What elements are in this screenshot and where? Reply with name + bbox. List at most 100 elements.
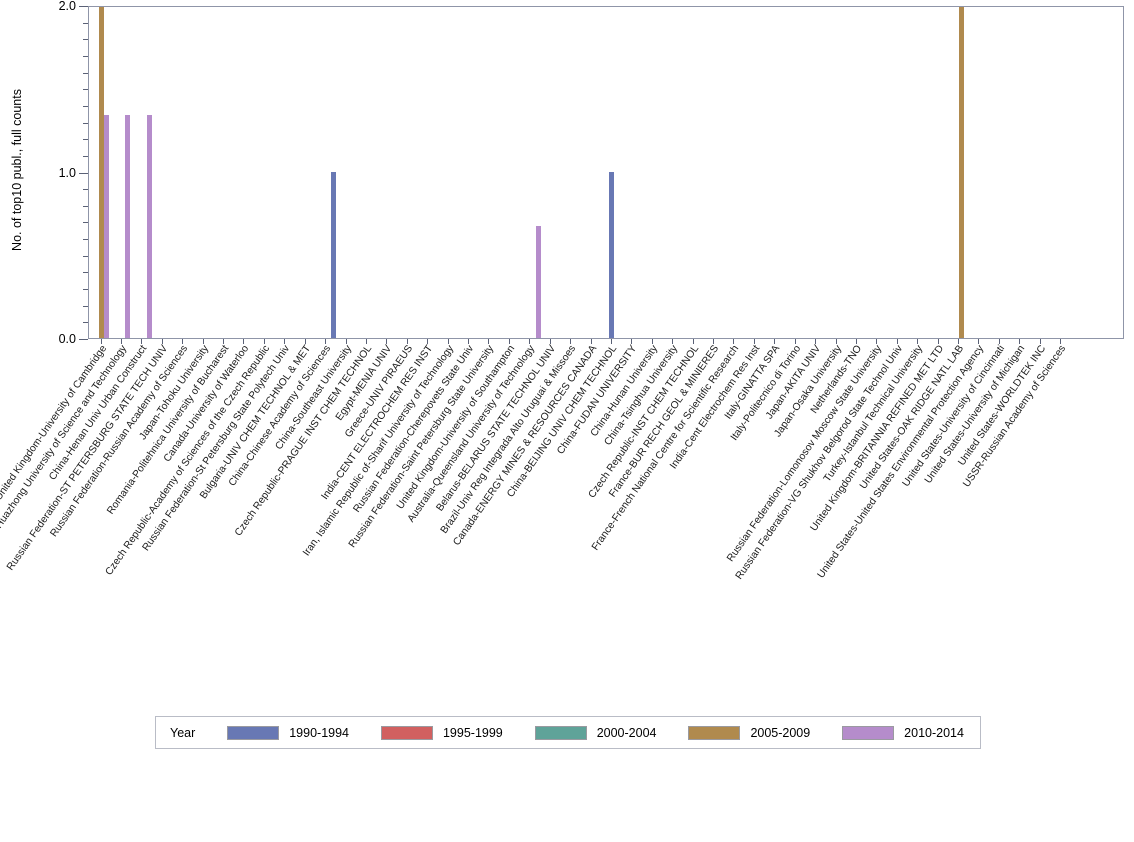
x-tick — [366, 339, 367, 344]
x-tick — [958, 339, 959, 344]
x-tick — [386, 339, 387, 344]
bar — [609, 171, 614, 338]
x-tick — [999, 339, 1000, 344]
x-tick — [591, 339, 592, 344]
legend-items: 1990-1994 1995-1999 2000-2004 2005-2009 2010… — [211, 725, 980, 740]
x-tick — [938, 339, 939, 344]
y-tick-minor — [83, 105, 88, 107]
x-tick — [570, 339, 571, 344]
y-tick-major — [79, 6, 88, 7]
y-tick-minor — [83, 155, 88, 157]
y-tick-label: 1.0 — [58, 165, 76, 180]
x-tick — [733, 339, 734, 344]
x-tick — [488, 339, 489, 344]
legend-swatch — [227, 725, 280, 740]
y-tick-minor — [83, 89, 88, 91]
x-tick — [815, 339, 816, 344]
x-tick — [917, 339, 918, 344]
x-tick — [427, 339, 428, 344]
x-tick — [162, 339, 163, 344]
legend-swatch — [534, 725, 587, 740]
x-tick — [713, 339, 714, 344]
x-tick — [978, 339, 979, 344]
legend-label: 2000-2004 — [596, 725, 657, 740]
y-tick-label: 0.0 — [58, 332, 76, 346]
bar — [125, 114, 130, 338]
y-tick-minor — [83, 122, 88, 124]
legend-swatch — [380, 725, 433, 740]
y-tick-minor — [83, 189, 88, 191]
x-tick — [897, 339, 898, 344]
y-tick-major — [79, 339, 88, 340]
x-tick — [856, 339, 857, 344]
x-tick — [795, 339, 796, 344]
x-tick — [550, 339, 551, 344]
x-tick — [101, 339, 102, 344]
plot-bars-container — [89, 7, 1123, 338]
y-tick-minor — [83, 322, 88, 324]
x-axis-labels: United Kingdom-University of Cambridge Ch… — [0, 343, 1134, 704]
y-tick-minor — [83, 55, 88, 57]
bar — [104, 114, 109, 338]
x-tick — [1019, 339, 1020, 344]
y-tick-minor — [83, 222, 88, 224]
y-tick-minor — [83, 139, 88, 141]
y-tick-minor — [83, 239, 88, 241]
y-tick-minor — [83, 22, 88, 24]
legend-label: 1995-1999 — [442, 725, 503, 740]
x-tick — [121, 339, 122, 344]
chart-root: No. of top10 publ., full counts 0.0 1.0 2.… — [0, 0, 1134, 749]
x-tick — [1060, 339, 1061, 344]
x-tick — [448, 339, 449, 344]
x-tick — [611, 339, 612, 344]
legend-item[interactable]: 2010-2014 — [842, 725, 964, 740]
x-tick — [836, 339, 837, 344]
x-tick — [1040, 339, 1041, 344]
x-tick — [468, 339, 469, 344]
legend: Year 1990-1994 1995-1999 2000-2004 2005-200… — [155, 716, 981, 749]
legend-item[interactable]: 2000-2004 — [534, 725, 657, 740]
bar — [331, 171, 336, 338]
y-tick-minor — [83, 205, 88, 207]
legend-label: 2005-2009 — [750, 725, 811, 740]
y-tick-minor — [83, 289, 88, 291]
bar — [99, 7, 104, 338]
x-tick — [141, 339, 142, 344]
legend-item[interactable]: 1990-1994 — [227, 725, 350, 740]
x-tick — [264, 339, 265, 344]
legend-label: 1990-1994 — [289, 725, 350, 740]
x-tick — [693, 339, 694, 344]
y-tick-major — [79, 172, 88, 174]
x-tick — [407, 339, 408, 344]
x-tick-label: Russian Federation-St Petersburg State P… — [140, 343, 293, 554]
legend-label: 2010-2014 — [904, 725, 964, 740]
legend-swatch — [842, 725, 895, 740]
bar — [536, 226, 541, 338]
y-tick-minor — [83, 39, 88, 41]
x-tick — [529, 339, 530, 344]
x-tick — [182, 339, 183, 344]
y-tick-minor — [83, 255, 88, 257]
legend-swatch — [688, 725, 741, 740]
x-tick — [652, 339, 653, 344]
x-tick — [876, 339, 877, 344]
x-tick — [325, 339, 326, 344]
x-tick — [346, 339, 347, 344]
x-tick — [305, 339, 306, 344]
x-tick — [631, 339, 632, 344]
x-tick — [203, 339, 204, 344]
y-tick-minor — [83, 272, 88, 274]
bar — [147, 114, 152, 338]
y-tick-minor — [83, 72, 88, 74]
bar — [959, 7, 964, 338]
x-tick — [243, 339, 244, 344]
legend-item[interactable]: 2005-2009 — [688, 725, 811, 740]
x-tick — [672, 339, 673, 344]
legend-title: Year — [170, 725, 196, 740]
x-tick-label: Russian Federation-ST PETERSBURG STATE T… — [4, 343, 170, 573]
legend-item[interactable]: 1995-1999 — [380, 725, 503, 740]
x-tick — [754, 339, 755, 344]
x-tick — [223, 339, 224, 344]
y-tick-minor — [83, 305, 88, 307]
x-tick — [509, 339, 510, 344]
